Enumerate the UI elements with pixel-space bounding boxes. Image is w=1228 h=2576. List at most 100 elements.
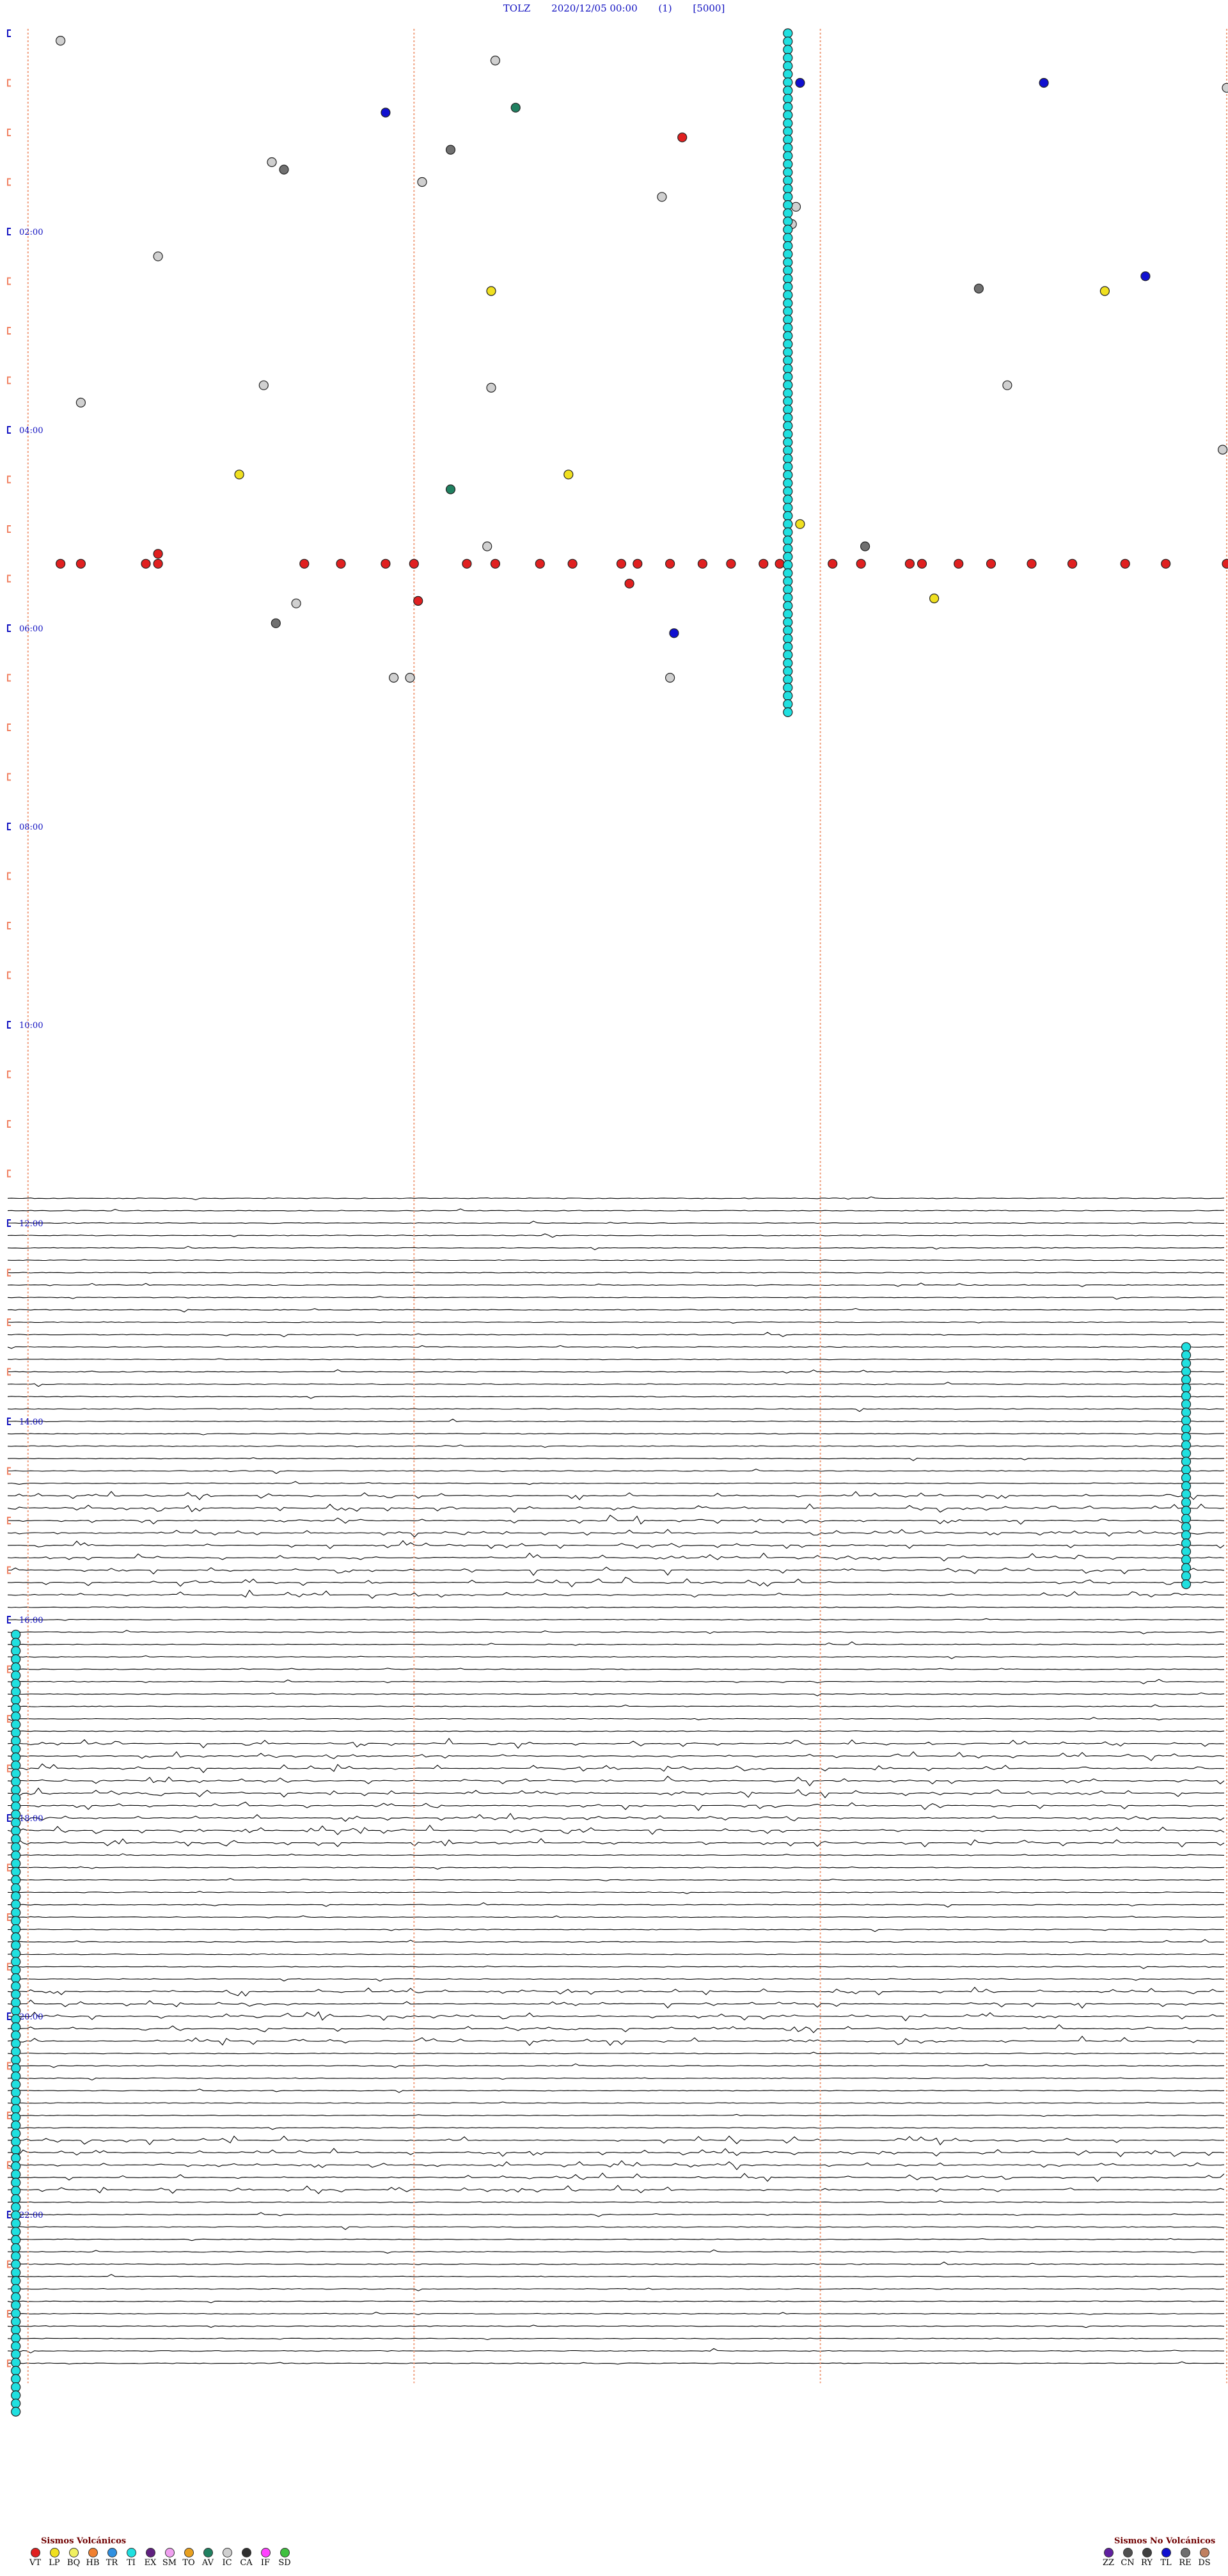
event-marker-ti	[1181, 1342, 1192, 1352]
event-marker-ti	[1181, 1563, 1192, 1573]
event-marker-ti	[783, 281, 793, 292]
event-marker-ti	[11, 1957, 21, 1967]
event-marker-ti	[11, 1776, 21, 1787]
event-marker-ti	[783, 167, 793, 177]
event-marker-av	[445, 484, 456, 494]
event-marker-ti	[11, 1989, 21, 2000]
event-marker-ti	[783, 175, 793, 186]
event-marker-ti	[11, 2014, 21, 2024]
row-marker	[7, 674, 11, 682]
event-marker-ic	[1002, 380, 1012, 390]
event-marker-ti	[1181, 1391, 1192, 1402]
trace-line	[8, 1369, 1225, 1374]
event-marker-ti	[11, 1735, 21, 1746]
event-marker-ti	[783, 601, 793, 611]
event-marker-ti	[11, 2112, 21, 2122]
row-marker	[7, 1418, 11, 1425]
row-marker	[7, 773, 11, 781]
legend-swatch-dot	[88, 2548, 98, 2557]
event-marker-ti	[11, 1760, 21, 1771]
trace-line	[7, 1418, 1225, 1423]
event-marker-vt	[697, 558, 708, 569]
event-marker-vt	[567, 558, 578, 569]
event-marker-ti	[11, 1826, 21, 1836]
trace-line	[7, 1408, 1224, 1412]
event-marker-ti	[11, 1981, 21, 1991]
trace-line	[7, 1679, 1224, 1684]
trace-line	[7, 1567, 1225, 1576]
event-marker-vt	[665, 558, 675, 569]
trace-line	[7, 1629, 1225, 1634]
event-marker-vt	[490, 558, 501, 569]
event-marker-ti	[1181, 1399, 1192, 1409]
amplitude-scale: [5000]	[693, 3, 725, 14]
event-marker-ti	[11, 2357, 21, 2367]
event-marker-ti	[1181, 1554, 1192, 1565]
hour-labels: 02:00 04:00 06:00 08:00 10:00 12:00 14:00 16:00…	[19, 228, 43, 2220]
event-marker-ti	[783, 470, 793, 480]
event-marker-ti	[783, 510, 793, 521]
trace-line	[7, 1801, 1225, 1812]
event-marker-ti	[11, 1719, 21, 1730]
event-marker-ti	[783, 298, 793, 308]
event-marker-ti	[1181, 1457, 1192, 1467]
trace-line	[7, 2089, 1225, 2093]
event-marker-ti	[783, 290, 793, 300]
event-marker-ti	[1181, 1358, 1192, 1368]
event-marker-ti	[1181, 1571, 1192, 1581]
trace-line	[7, 2127, 1225, 2130]
event-marker-vt	[1027, 558, 1037, 569]
legend-swatch-dot	[107, 2548, 117, 2557]
legend-swatch-dot	[184, 2548, 194, 2557]
event-marker-ti	[11, 1662, 21, 1672]
event-marker-ti	[11, 1687, 21, 1697]
hour-label: 16:00	[19, 1616, 43, 1625]
trace-line	[7, 2288, 1225, 2291]
event-marker-ti	[11, 2398, 21, 2408]
event-marker-ti	[783, 633, 793, 644]
row-marker	[7, 2062, 11, 2070]
hour-label: 08:00	[19, 823, 43, 832]
row-marker	[7, 922, 11, 929]
row-marker	[7, 79, 11, 87]
event-marker-ti	[783, 265, 793, 276]
event-marker-tl	[1140, 271, 1151, 281]
event-marker-vt	[1161, 558, 1171, 569]
hour-label: 12:00	[19, 1219, 43, 1229]
trace-line	[7, 1915, 1225, 1918]
trace-line	[7, 1813, 1225, 1822]
event-marker-ic	[490, 55, 501, 66]
row-marker	[7, 723, 11, 731]
event-marker-ti	[783, 69, 793, 79]
event-marker-ti	[11, 2055, 21, 2065]
event-marker-ti	[11, 1924, 21, 1934]
event-marker-ti	[11, 2096, 21, 2106]
legend-code-sm: SM	[162, 2558, 177, 2568]
trace-line	[7, 2300, 1224, 2303]
trace-line	[7, 2101, 1225, 2104]
event-marker-ti	[1181, 1481, 1192, 1491]
event-marker-ti	[783, 52, 793, 63]
trace-line	[7, 1245, 1225, 1251]
event-marker-ti	[11, 2333, 21, 2343]
trace-line	[7, 1514, 1225, 1525]
trace-line	[7, 2051, 1225, 2055]
legend-swatch-dot	[1180, 2548, 1190, 2557]
event-marker-vt	[917, 558, 927, 569]
event-marker-ti	[11, 1728, 21, 1738]
legend-swatch-dot	[68, 2548, 79, 2557]
legend-code-ex: EX	[144, 2558, 157, 2568]
legend-volcanic-swatches	[26, 2548, 294, 2557]
event-markers	[11, 28, 1228, 2417]
event-marker-ti	[11, 2234, 21, 2245]
event-marker-ti	[11, 1916, 21, 1926]
event-marker-ti	[783, 306, 793, 317]
event-marker-ti	[783, 609, 793, 619]
event-marker-ic	[665, 672, 675, 683]
hour-label: 06:00	[19, 624, 43, 634]
legend-swatch-ti	[122, 2548, 141, 2557]
row-marker	[7, 2260, 11, 2268]
event-marker-ti	[783, 322, 793, 333]
legend-swatch-if	[256, 2548, 275, 2557]
